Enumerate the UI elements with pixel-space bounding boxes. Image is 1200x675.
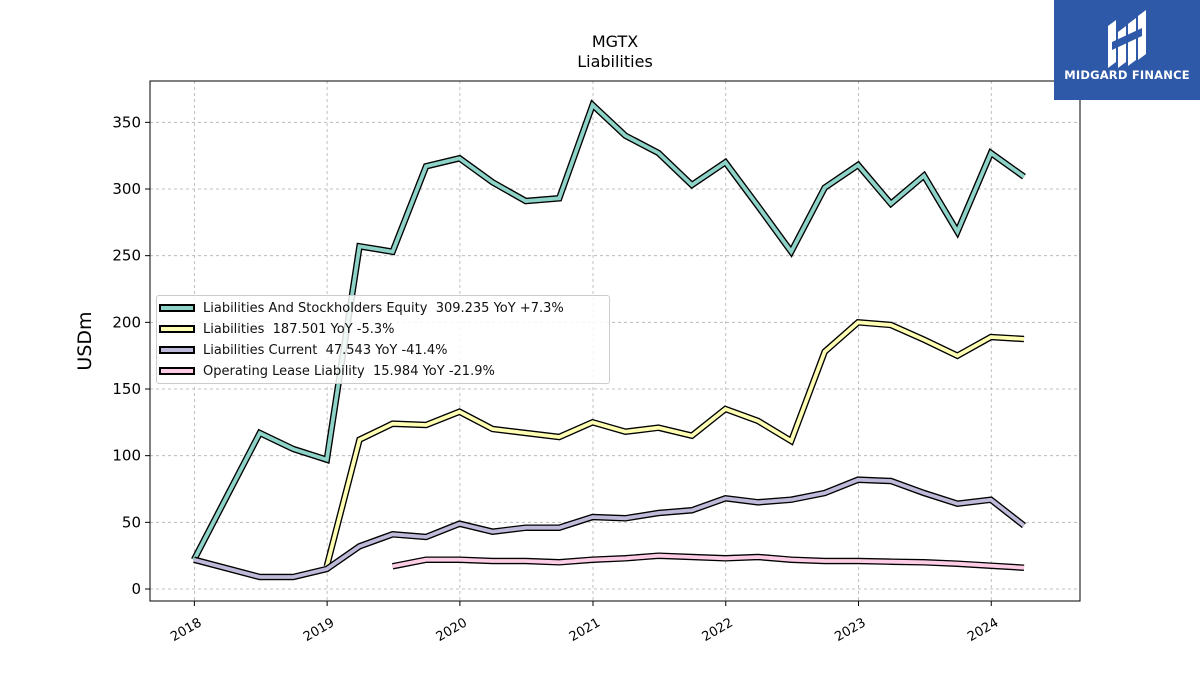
grid: [150, 81, 1080, 601]
legend-swatch: [159, 325, 195, 333]
x-tick-label: 2019: [301, 615, 337, 645]
y-tick-label: 50: [122, 513, 141, 531]
y-tick-label: 200: [112, 313, 141, 331]
y-tick-label: 150: [112, 380, 141, 398]
plot-frame: [149, 80, 1081, 602]
series-line: [193, 476, 1027, 581]
x-tick-label: 2023: [832, 615, 868, 645]
series-line: [191, 99, 1026, 562]
series-path: [192, 101, 1026, 561]
series-line: [323, 318, 1025, 568]
legend-item: Liabilities And Stockholders Equity 309.…: [157, 299, 609, 319]
legend-label: Liabilities Current 47.543 YoY -41.4%: [203, 343, 448, 358]
legend-item: Liabilities 187.501 YoY -5.3%: [157, 320, 609, 340]
legend-label: Liabilities And Stockholders Equity 309.…: [203, 301, 564, 316]
y-tick-label: 250: [112, 247, 141, 265]
x-tick-label: 2021: [567, 615, 603, 645]
y-tick-label: 300: [112, 180, 141, 198]
x-tick-label: 2018: [168, 615, 204, 645]
legend-label: Liabilities 187.501 YoY -5.3%: [203, 322, 395, 337]
y-axis-label: USDm: [74, 311, 96, 370]
y-tick-label: 0: [131, 580, 141, 598]
legend-item: Operating Lease Liability 15.984 YoY -21…: [157, 362, 609, 382]
legend-label: Operating Lease Liability 15.984 YoY -21…: [203, 364, 495, 379]
x-tick-label: 2020: [434, 615, 470, 645]
chart-subtitle: Liabilities: [577, 52, 653, 71]
series-path: [392, 553, 1025, 570]
legend: Liabilities And Stockholders Equity 309.…: [156, 295, 610, 384]
y-tick-label: 350: [112, 113, 141, 131]
legend-item: Liabilities Current 47.543 YoY -41.4%: [157, 341, 609, 361]
y-tick-label: 100: [112, 447, 141, 465]
legend-swatch: [159, 304, 195, 312]
logo-mark-icon: [1108, 10, 1146, 68]
series-line: [391, 552, 1025, 571]
series-path: [324, 320, 1025, 567]
chart-title: MGTX: [591, 32, 639, 51]
legend-swatch: [159, 367, 195, 375]
legend-swatch: [159, 346, 195, 354]
midgard-finance-logo: MIDGARD FINANCE: [1054, 0, 1200, 100]
x-tick-label: 2024: [965, 615, 1001, 645]
x-tick-label: 2022: [700, 615, 736, 645]
series-path: [193, 477, 1026, 579]
logo-text: MIDGARD FINANCE: [1064, 68, 1190, 82]
